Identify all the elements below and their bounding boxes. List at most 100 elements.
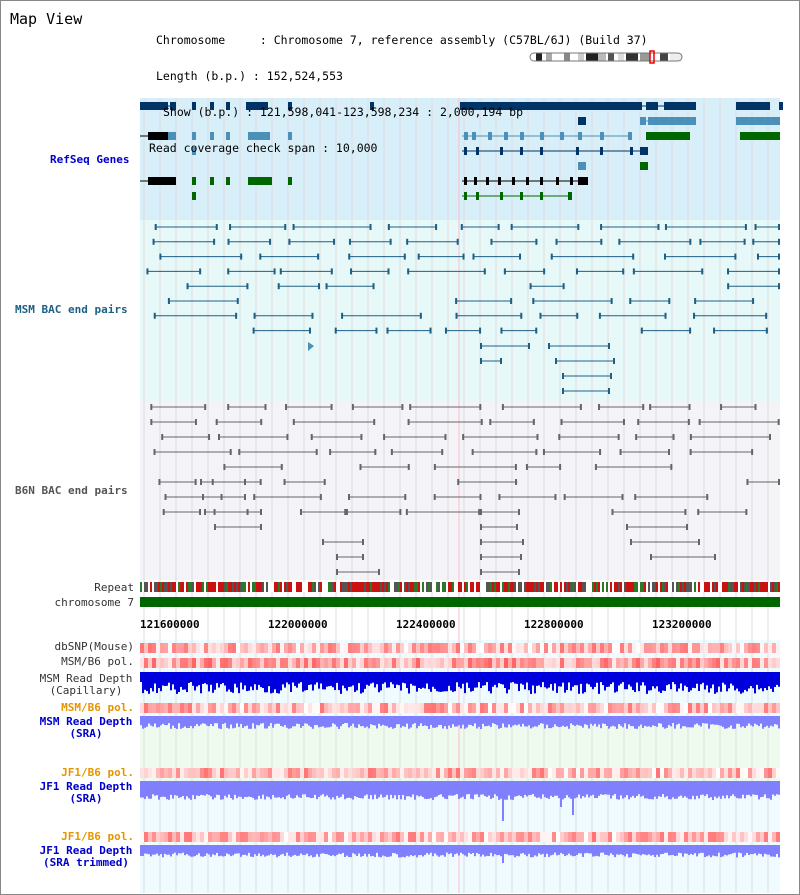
read-depth-bar xyxy=(448,672,450,686)
repeat-element xyxy=(296,582,298,592)
bac-end xyxy=(689,238,692,245)
polymorphism-cell xyxy=(360,658,364,668)
read-depth-bar xyxy=(320,781,322,796)
gene-exon xyxy=(474,177,477,185)
ideogram-band xyxy=(536,53,542,61)
bac-end xyxy=(433,494,436,500)
bac-end xyxy=(743,238,746,245)
bac-end xyxy=(514,464,517,470)
polymorphism-cell xyxy=(608,643,612,653)
gene-exon xyxy=(210,102,214,110)
read-depth-bar xyxy=(408,716,410,729)
read-depth-bar xyxy=(750,781,752,797)
read-depth-bar xyxy=(624,716,626,724)
repeat-element xyxy=(724,582,726,592)
read-depth-bar xyxy=(686,716,688,728)
read-depth-bar xyxy=(340,716,342,727)
polymorphism-cell xyxy=(620,832,624,842)
read-depth-bar xyxy=(360,781,362,799)
read-depth-bar xyxy=(588,845,590,854)
read-depth-bar xyxy=(318,716,320,728)
repeat-element xyxy=(704,582,706,592)
read-depth-bar xyxy=(562,781,564,800)
polymorphism-cell xyxy=(492,658,496,668)
read-depth-bar xyxy=(612,716,614,726)
polymorphism-cell xyxy=(192,703,196,713)
polymorphism-cell xyxy=(584,658,588,668)
read-depth-bar xyxy=(602,845,604,853)
read-depth-bar xyxy=(266,672,268,693)
repeat-element xyxy=(612,582,614,592)
polymorphism-cell xyxy=(396,658,400,668)
repeat-element xyxy=(768,582,770,592)
repeat-element xyxy=(338,582,340,592)
read-depth-bar xyxy=(280,716,282,726)
polymorphism-cell xyxy=(328,703,332,713)
polymorphism-cell xyxy=(236,703,240,713)
read-depth-bar xyxy=(594,716,596,724)
bac-end xyxy=(317,283,320,290)
read-depth-bar xyxy=(504,716,506,728)
read-depth-bar xyxy=(712,845,714,856)
read-depth-bar xyxy=(666,672,668,686)
polymorphism-cell xyxy=(488,768,492,778)
bac-end xyxy=(543,268,546,275)
bac-end xyxy=(562,373,564,379)
repeat-element xyxy=(230,582,232,592)
repeat-element xyxy=(240,582,242,592)
read-depth-bar xyxy=(754,781,756,795)
repeat-element xyxy=(344,582,346,592)
polymorphism-cell xyxy=(668,832,672,842)
polymorphism-cell xyxy=(160,658,164,668)
read-depth-bar xyxy=(546,845,548,854)
read-depth-bar xyxy=(700,781,702,795)
polymorphism-cell xyxy=(372,703,376,713)
polymorphism-cell xyxy=(680,703,684,713)
read-depth-bar xyxy=(464,845,466,856)
repeat-element xyxy=(566,582,568,592)
read-depth-bar xyxy=(498,845,500,856)
bac-end xyxy=(706,494,709,500)
bac-end xyxy=(778,283,780,290)
read-depth-bar xyxy=(774,781,776,796)
polymorphism-cell xyxy=(420,703,424,713)
b6n-bac-label[interactable]: B6N BAC end pairs xyxy=(15,484,128,497)
polymorphism-cell xyxy=(312,643,316,653)
polymorphism-cell xyxy=(152,658,156,668)
polymorphism-cell xyxy=(296,658,300,668)
gene-exon xyxy=(512,177,515,185)
bac-end xyxy=(532,298,535,304)
polymorphism-cell xyxy=(360,703,364,713)
polymorphism-cell xyxy=(408,658,412,668)
bac-end xyxy=(154,224,157,230)
read-depth-bar xyxy=(186,781,188,797)
repeat-element xyxy=(736,582,738,592)
refseq-genes-label[interactable]: RefSeq Genes xyxy=(50,153,130,166)
read-depth-bar xyxy=(766,781,768,799)
read-depth-bar xyxy=(302,716,304,727)
polymorphism-cell xyxy=(192,832,196,842)
repeat-element xyxy=(688,582,690,592)
read-depth-bar xyxy=(416,716,418,729)
read-depth-bar xyxy=(210,781,212,797)
msm-bac-label[interactable]: MSM BAC end pairs xyxy=(15,303,128,316)
read-depth-bar xyxy=(388,781,390,800)
bac-end xyxy=(471,449,474,455)
read-depth-bar xyxy=(278,716,280,724)
polymorphism-cell xyxy=(296,768,300,778)
polymorphism-cell xyxy=(736,643,740,653)
read-depth-bar xyxy=(510,845,512,856)
repeat-element xyxy=(330,582,332,592)
polymorphism-cell xyxy=(668,768,672,778)
read-depth-bar xyxy=(510,716,512,728)
read-depth-bar xyxy=(446,781,448,800)
read-depth-bar xyxy=(210,845,212,857)
read-depth-bar xyxy=(690,781,692,800)
polymorphism-cell xyxy=(720,832,724,842)
gene-exon xyxy=(226,132,230,140)
read-depth-bar xyxy=(746,672,748,692)
repeat-element xyxy=(464,582,466,592)
polymorphism-cell xyxy=(256,643,260,653)
read-depth-bar xyxy=(274,716,276,725)
